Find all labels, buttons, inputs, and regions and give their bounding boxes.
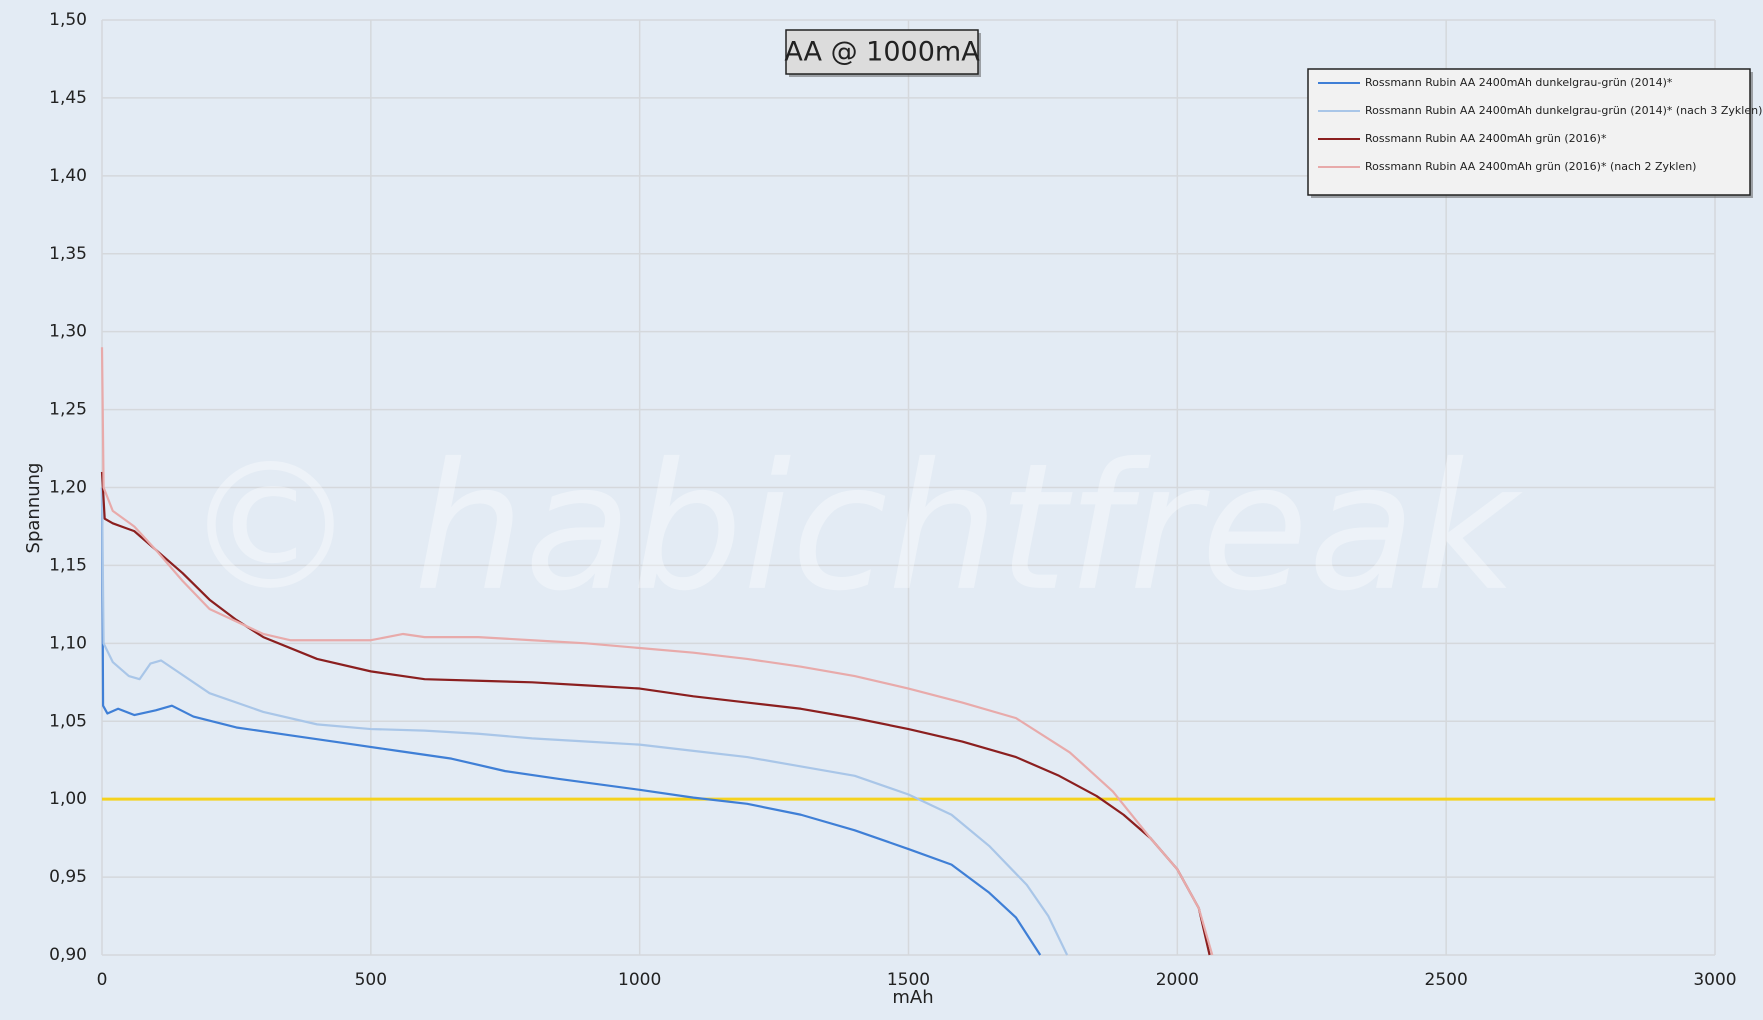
y-tick-label: 1,30	[49, 322, 87, 342]
y-tick-label: 1,15	[49, 555, 87, 575]
legend-label: Rossmann Rubin AA 2400mAh grün (2016)*	[1365, 132, 1607, 145]
legend-label: Rossmann Rubin AA 2400mAh dunkelgrau-grü…	[1365, 76, 1673, 89]
series-line	[100, 487, 1042, 956]
y-tick-label: 1,45	[49, 88, 87, 108]
y-tick-label: 0,95	[49, 867, 87, 887]
x-tick-label: 3000	[1693, 970, 1736, 990]
title-box	[785, 29, 979, 75]
series-line	[100, 347, 1214, 956]
legend-label: Rossmann Rubin AA 2400mAh dunkelgrau-grü…	[1365, 104, 1762, 117]
y-tick-label: 1,40	[49, 166, 87, 186]
x-tick-label: 2000	[1156, 970, 1199, 990]
legend: Rossmann Rubin AA 2400mAh dunkelgrau-grü…	[1307, 68, 1762, 198]
chart-title: AA @ 1000mA	[784, 37, 980, 68]
watermark: © habichtfreak	[183, 427, 1524, 630]
series-line	[100, 471, 1211, 956]
y-tick-label: 1,05	[49, 711, 87, 731]
y-tick-label: 0,90	[49, 945, 87, 965]
lines	[100, 347, 1715, 956]
y-tick-label: 1,50	[49, 10, 87, 30]
x-tick-label: 1000	[618, 970, 661, 990]
y-tick-label: 1,10	[49, 633, 87, 653]
y-tick-label: 1,25	[49, 400, 87, 420]
series-line	[100, 487, 1069, 956]
x-tick-label: 2500	[1425, 970, 1468, 990]
y-tick-label: 1,20	[49, 478, 87, 498]
labels: 0,90 0,95 1,00 1,05 1,10 1,15 1,20 1,25 1,30 1,35…	[49, 10, 1736, 990]
x-tick-label: 1500	[887, 970, 930, 990]
x-axis-label: mAh	[892, 987, 933, 1008]
legend-box	[1307, 68, 1751, 196]
y-tick-label: 1,35	[49, 244, 87, 264]
x-tick-label: 0	[97, 970, 108, 990]
y-axis-label: Spannung	[23, 463, 44, 554]
y-tick-label: 1,00	[49, 789, 87, 809]
legend-label: Rossmann Rubin AA 2400mAh grün (2016)* (…	[1365, 160, 1696, 173]
x-tick-label: 500	[355, 970, 387, 990]
